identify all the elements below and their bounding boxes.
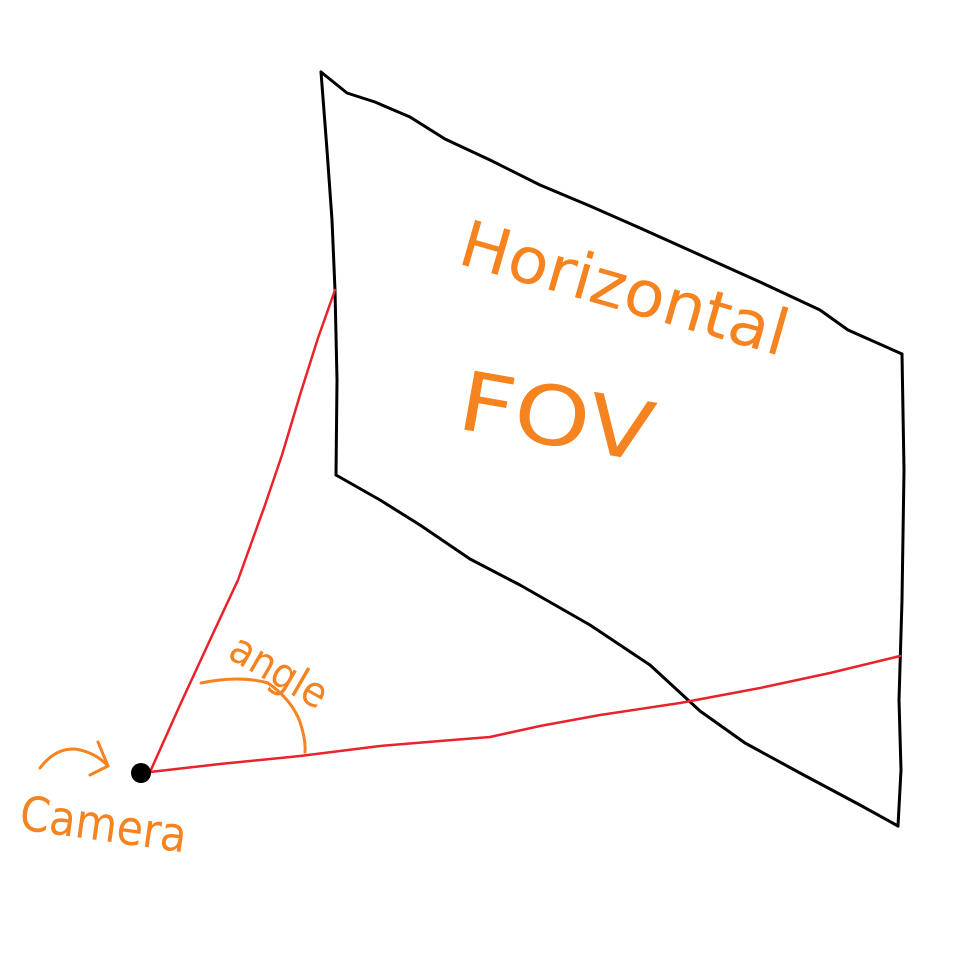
plane-top-edge (319, 70, 904, 356)
camera-arrow-icon (38, 740, 110, 777)
plane-right-edge (896, 352, 906, 828)
angle-arc (199, 677, 307, 754)
plane-bottom-edge (334, 473, 900, 828)
camera-dot-icon (131, 763, 151, 783)
title-fov: FOV (452, 354, 662, 482)
fov-rays (148, 288, 902, 774)
camera-label: Camera (16, 785, 190, 864)
title-horizontal: Horizontal (452, 207, 797, 371)
angle-label: angle (221, 623, 337, 718)
image-plane (319, 70, 906, 828)
fov-ray-lower (148, 654, 902, 774)
plane-left-edge (319, 70, 339, 477)
fov-ray-upper (148, 288, 337, 774)
